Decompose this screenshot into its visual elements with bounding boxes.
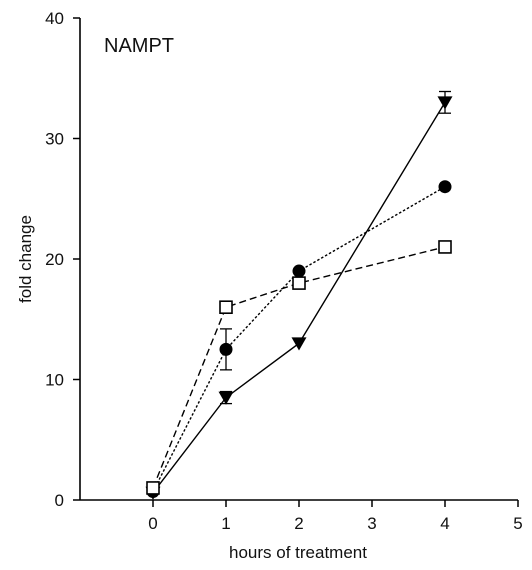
y-tick-label: 20 [45, 250, 64, 269]
x-tick-label: 3 [367, 514, 376, 533]
series-1-line [152, 101, 446, 494]
x-tick-label: 0 [148, 514, 157, 533]
series-3-point [292, 276, 306, 290]
y-axis-ticks: 0 10 20 30 40 [45, 9, 80, 510]
y-tick-label: 10 [45, 371, 64, 390]
series-3-point [219, 300, 233, 315]
series-3-point [438, 240, 452, 254]
y-tick-label: 30 [45, 130, 64, 149]
series-3-line [152, 246, 446, 489]
series-2-point [219, 342, 233, 356]
series-2-point [438, 180, 452, 194]
y-tick-label: 40 [45, 9, 64, 28]
plot-area [79, 18, 518, 501]
chart-title: NAMPT [104, 35, 174, 57]
series-3-point [146, 481, 160, 495]
x-axis-title: hours of treatment [229, 543, 367, 562]
x-tick-label: 1 [221, 514, 230, 533]
series-1-point [218, 391, 234, 405]
x-tick-label: 5 [513, 514, 522, 533]
y-tick-label: 0 [55, 491, 64, 510]
series-lines [152, 101, 446, 494]
x-axis-ticks: 0 1 2 3 4 5 [148, 500, 523, 533]
x-tick-label: 2 [294, 514, 303, 533]
y-axis-title: fold change [16, 215, 35, 303]
series-error-bars [220, 90, 451, 405]
series-1-point [291, 337, 307, 351]
series-2-line [152, 186, 446, 492]
series-markers [145, 96, 453, 500]
series-2-point [292, 264, 306, 278]
x-tick-label: 4 [440, 514, 449, 533]
series-1-point [437, 96, 453, 110]
